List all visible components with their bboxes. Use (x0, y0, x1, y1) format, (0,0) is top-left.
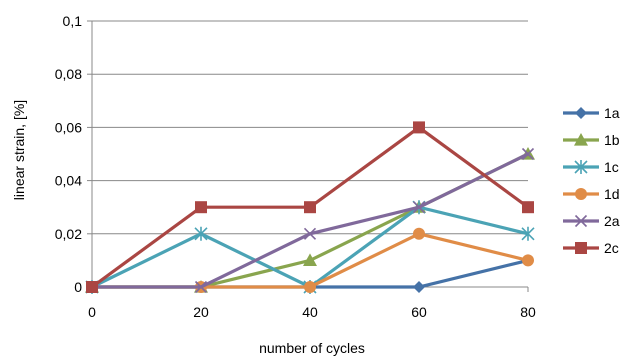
y-tick-label: 0,1 (63, 13, 83, 29)
data-point (86, 281, 98, 293)
data-point (413, 121, 425, 134)
data-point (412, 201, 426, 214)
data-point (521, 226, 535, 241)
data-point (194, 226, 208, 241)
data-point (304, 281, 316, 293)
data-point (304, 201, 316, 214)
legend-label: 1b (604, 132, 620, 148)
x-tick-label: 40 (302, 304, 318, 320)
legend-marker (574, 133, 588, 146)
x-tick-label: 80 (520, 304, 536, 320)
data-point (303, 253, 317, 266)
legend: 1a 1b 1c 1d 2a 2c (563, 105, 620, 256)
legend-item-2a: 2a (563, 213, 620, 229)
y-tick-label: 0,04 (55, 173, 82, 189)
y-tick-label: 0,02 (55, 226, 82, 242)
y-tick-label: 0 (74, 279, 82, 295)
series-line (92, 152, 529, 289)
y-tick-label: 0,08 (55, 66, 82, 82)
legend-marker (575, 188, 587, 200)
legend-marker (574, 214, 588, 228)
data-point (194, 280, 208, 294)
y-axis-title: linear strain, [%] (11, 100, 27, 200)
legend-marker (575, 107, 587, 119)
axes: 0 0,02 0,04 0,06 0,08 0,1 0 20 40 60 80 (55, 13, 536, 320)
x-tick-label: 20 (193, 304, 209, 320)
legend-marker (574, 160, 588, 174)
series-line (92, 152, 529, 289)
legend-item-1d: 1d (563, 186, 620, 202)
data-point (413, 281, 425, 293)
x-tick-label: 0 (88, 304, 96, 320)
legend-item-2c: 2c (563, 240, 619, 256)
x-axis-title: number of cycles (259, 340, 365, 356)
data-point (303, 227, 317, 240)
series-2a (85, 147, 535, 294)
data-point (413, 227, 425, 240)
data-point (522, 201, 534, 214)
legend-label: 1c (604, 159, 619, 175)
legend-label: 2c (604, 240, 619, 256)
legend-marker (575, 242, 587, 254)
legend-item-1c: 1c (563, 159, 619, 175)
legend-item-1b: 1b (563, 132, 620, 148)
data-point (522, 254, 534, 267)
series-group (85, 121, 535, 294)
legend-label: 1a (604, 105, 620, 121)
x-tick-label: 60 (411, 304, 427, 320)
series-2c (86, 121, 534, 293)
data-point (521, 147, 535, 161)
legend-label: 1d (604, 186, 620, 202)
data-point (195, 201, 207, 214)
y-tick-label: 0,06 (55, 119, 82, 135)
gridlines (92, 20, 528, 288)
legend-label: 2a (604, 213, 620, 229)
legend-item-1a: 1a (563, 105, 620, 121)
